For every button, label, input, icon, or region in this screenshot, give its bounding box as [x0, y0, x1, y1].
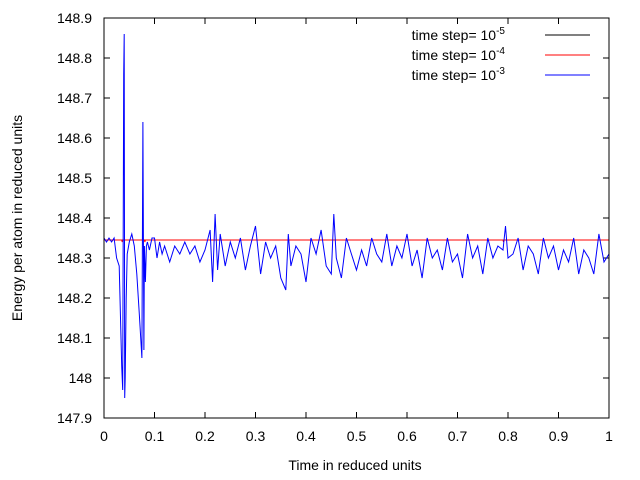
legend-label-0: time step= 10-5 [412, 26, 506, 43]
x-tick-label: 0.9 [549, 428, 569, 444]
series-line-2 [103, 33, 610, 399]
y-axis-ticks: 147.9 148 148.1 148.2 148.3 148.4 148.5 148.6 14… [57, 10, 609, 426]
y-tick-label: 148.6 [57, 130, 92, 146]
series-layer [103, 33, 610, 399]
x-tick-label: 0.2 [195, 428, 215, 444]
series-line-1 [104, 239, 609, 243]
x-tick-label: 1 [605, 428, 613, 444]
legend-label-2: time step= 10-3 [412, 66, 506, 83]
x-tick-label: 0.1 [145, 428, 165, 444]
x-tick-label: 0 [100, 428, 108, 444]
x-tick-label: 0.8 [498, 428, 518, 444]
y-tick-label: 148.7 [57, 90, 92, 106]
y-tick-label: 147.9 [57, 410, 92, 426]
y-tick-label: 148.4 [57, 210, 92, 226]
legend-label-exponent: -3 [496, 66, 505, 77]
y-tick-label: 148 [69, 370, 93, 386]
x-tick-label: 0.3 [246, 428, 266, 444]
y-tick-label: 148.3 [57, 250, 92, 266]
x-axis-ticks: 0 0.1 0.2 0.3 0.4 0.5 0.6 0.7 0.8 0.9 1 [100, 18, 613, 444]
x-tick-label: 0.6 [397, 428, 417, 444]
x-axis-title: Time in reduced units [288, 457, 421, 473]
y-tick-label: 148.1 [57, 330, 92, 346]
legend-label-exponent: -4 [496, 46, 505, 57]
y-tick-label: 148.9 [57, 10, 92, 26]
x-tick-label: 0.5 [347, 428, 367, 444]
legend-label-1: time step= 10-4 [412, 46, 506, 63]
legend-label-exponent: -5 [496, 26, 505, 37]
x-tick-label: 0.4 [296, 428, 316, 444]
x-tick-label: 0.7 [448, 428, 468, 444]
y-tick-label: 148.2 [57, 290, 92, 306]
plot-frame [103, 17, 610, 419]
legend-label-text: time step= 10 [412, 47, 497, 63]
legend-label-text: time step= 10 [412, 27, 497, 43]
y-tick-label: 148.5 [57, 170, 92, 186]
y-axis-title: Energy per atom in reduced units [9, 115, 25, 321]
legend-label-text: time step= 10 [412, 67, 497, 83]
y-tick-label: 148.8 [57, 50, 92, 66]
